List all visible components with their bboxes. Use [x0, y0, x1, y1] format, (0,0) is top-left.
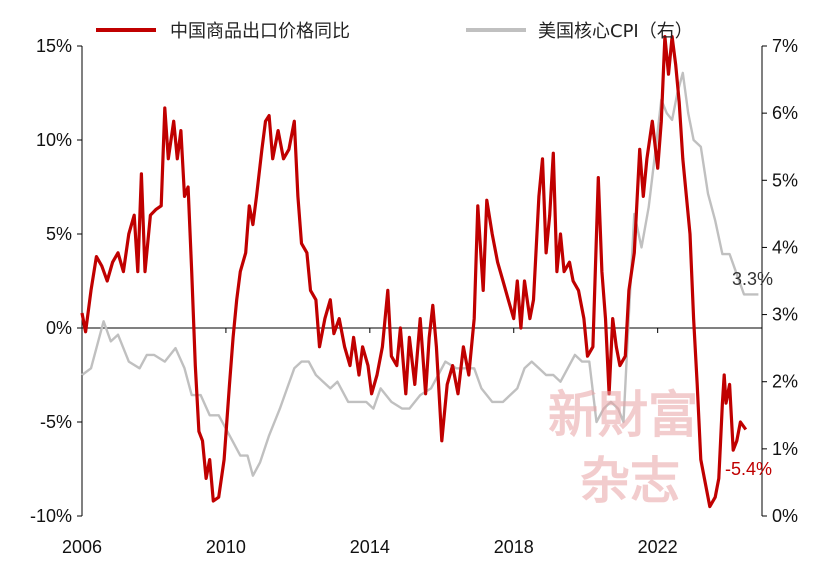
annotation-us-core-cpi-latest: 3.3%	[732, 269, 773, 289]
x-tick-label: 2018	[494, 537, 534, 557]
left-tick-label: -10%	[30, 506, 72, 526]
series-line-export-price	[80, 35, 748, 509]
right-tick-label: 5%	[772, 170, 798, 190]
left-tick-label: 5%	[46, 224, 72, 244]
right-tick-label: 3%	[772, 305, 798, 325]
right-tick-label: 0%	[772, 506, 798, 526]
right-tick-label: 4%	[772, 237, 798, 257]
right-tick-label: 6%	[772, 103, 798, 123]
right-tick-label: 7%	[772, 36, 798, 56]
right-tick-label: 2%	[772, 372, 798, 392]
legend: 中国商品出口价格同比 美国核心CPI（右）	[96, 21, 693, 42]
left-tick-label: 10%	[36, 130, 72, 150]
annotations: 3.3% -5.4%	[725, 269, 773, 479]
left-tick-label: -5%	[40, 412, 72, 432]
series-layer	[80, 35, 759, 509]
watermark-line-2: 杂志	[580, 451, 680, 510]
legend-label-export-price: 中国商品出口价格同比	[170, 21, 350, 42]
left-tick-label: 15%	[36, 36, 72, 56]
x-tick-label: 2014	[350, 537, 390, 557]
annotation-export-price-latest: -5.4%	[725, 459, 772, 479]
legend-label-us-core-cpi: 美国核心CPI（右）	[538, 21, 693, 42]
watermark: 新財富 杂志	[548, 385, 698, 510]
x-tick-label: 2022	[638, 537, 678, 557]
x-tick-label: 2006	[62, 537, 102, 557]
watermark-line-1: 新財富	[548, 385, 698, 444]
right-tick-label: 1%	[772, 439, 798, 459]
axes: -10% -5% 0% 5% 10% 15% 0% 1% 2% 3% 4% 5% 6% 7% 2006 201…	[30, 36, 798, 557]
left-tick-label: 0%	[46, 318, 72, 338]
x-tick-label: 2010	[206, 537, 246, 557]
